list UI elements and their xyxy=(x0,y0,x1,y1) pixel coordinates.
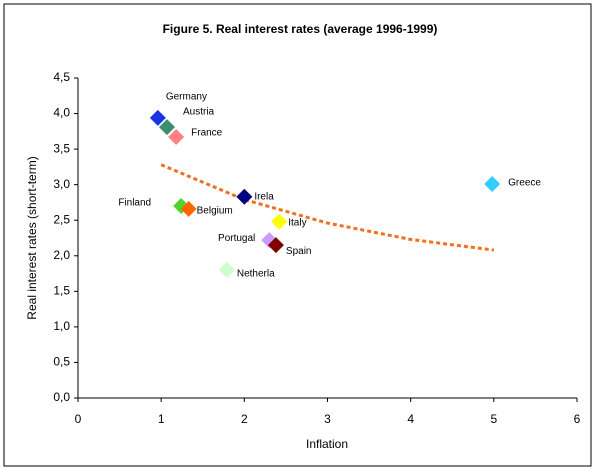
x-axis-label: Inflation xyxy=(306,437,348,451)
point xyxy=(236,188,253,205)
point-label: Greece xyxy=(508,178,541,189)
x-tick-label: 0 xyxy=(75,412,82,426)
y-tick-label: 1,5 xyxy=(53,284,70,298)
y-tick-label: 0,5 xyxy=(53,355,70,369)
point-label: Germany xyxy=(166,91,207,102)
point-label: Netherla xyxy=(237,269,275,280)
chart-title: Figure 5. Real interest rates (average 1… xyxy=(163,22,438,36)
point-label: Irela xyxy=(254,191,274,202)
point-label: Finland xyxy=(118,198,151,209)
point-label: Portugal xyxy=(218,233,255,244)
point-label: France xyxy=(191,128,223,139)
point xyxy=(267,237,284,254)
point xyxy=(218,262,235,278)
x-tick-label: 5 xyxy=(490,412,497,426)
point-label: Spain xyxy=(286,246,312,257)
y-axis-label: Real interest rates (short-term) xyxy=(25,156,39,319)
y-tick-label: 3,0 xyxy=(53,177,70,191)
point xyxy=(168,129,185,146)
point xyxy=(180,200,197,217)
point xyxy=(484,175,501,192)
trendline xyxy=(160,163,495,252)
y-tick-label: 2,5 xyxy=(53,212,70,226)
y-tick-label: 4,0 xyxy=(53,106,70,120)
point xyxy=(158,119,175,136)
x-tick-label: 1 xyxy=(158,412,165,426)
point xyxy=(149,109,166,126)
y-tick-label: 2,0 xyxy=(53,248,70,262)
x-tick-label: 2 xyxy=(241,412,248,426)
x-tick-label: 4 xyxy=(407,412,414,426)
y-tick-label: 1,0 xyxy=(53,319,70,333)
chart-border xyxy=(3,3,592,467)
y-tick-label: 0,0 xyxy=(53,390,70,404)
point-label: Austria xyxy=(183,107,215,118)
x-tick-label: 6 xyxy=(574,412,581,426)
y-tick-label: 3,5 xyxy=(53,141,70,155)
y-tick-label: 4,5 xyxy=(53,70,70,84)
x-tick-label: 3 xyxy=(324,412,331,426)
point-label: Italy xyxy=(288,217,306,228)
point-label: Belgium xyxy=(197,205,233,216)
point xyxy=(271,213,288,230)
